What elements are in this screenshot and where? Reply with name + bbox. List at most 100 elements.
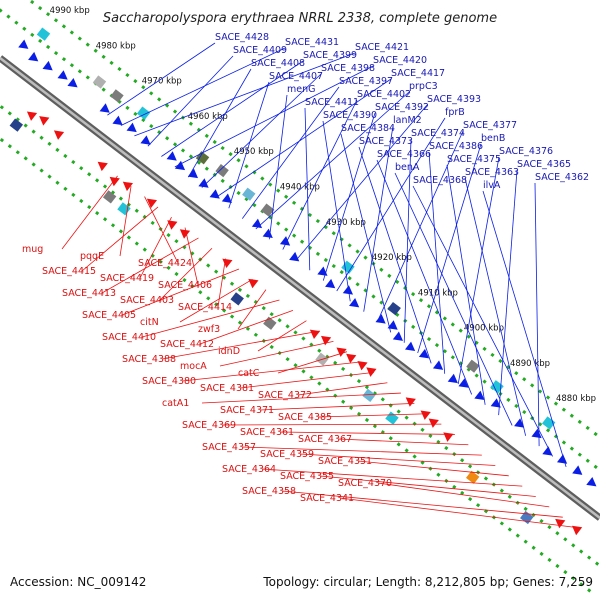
gene-arrow <box>375 314 386 324</box>
gene-block <box>136 106 151 120</box>
label-leader-line <box>363 125 394 312</box>
label-leader-line <box>161 330 320 360</box>
gene-label-bottom: zwf3 <box>198 324 220 335</box>
gene-label-top: SACE_4397 <box>339 76 393 87</box>
gene-label-top: SACE_4363 <box>465 167 519 178</box>
gene-label-bottom: pqqE <box>80 251 104 262</box>
label-leader-line <box>215 78 392 199</box>
label-leader-line <box>241 446 482 456</box>
label-leader-line <box>159 247 213 301</box>
gene-arrow <box>346 353 357 364</box>
gene-label-bottom: SACE_4403 <box>120 295 174 306</box>
gene-arrow <box>342 285 353 295</box>
genome-backbone <box>0 55 600 521</box>
label-leader-line <box>482 190 567 467</box>
gene-label-top: SACE_4368 <box>413 175 467 186</box>
gene-arrow <box>179 229 191 239</box>
gene-arrow <box>42 60 53 71</box>
gene-arrow <box>418 348 430 359</box>
gene-label-bottom: citN <box>140 317 159 328</box>
kbp-ticks: 4990 kbp 4980 kbp 4970 kbp 4960 kbp 4950 kbp… <box>50 6 596 404</box>
label-leader-line <box>184 227 199 286</box>
gene-block <box>117 202 131 216</box>
gene-label-bottom: SACE_4370 <box>338 478 392 489</box>
label-leader-line <box>259 403 415 411</box>
gene-label-top: prpC3 <box>409 81 438 92</box>
gene-label-bottom: SACE_4413 <box>62 288 116 299</box>
gene-label-bottom: SACE_4381 <box>200 383 254 394</box>
gene-label-top: SACE_4366 <box>377 149 431 160</box>
gene-arrow <box>556 454 568 464</box>
gene-block <box>465 470 480 484</box>
label-leader-line <box>337 438 469 446</box>
kbp-tick-label: 4880 kbp <box>556 394 596 404</box>
gene-arrow <box>349 297 360 308</box>
gene-block <box>260 203 275 217</box>
gene-arrow <box>262 228 273 239</box>
gene-arrow <box>514 418 525 428</box>
label-leader-line <box>119 186 132 257</box>
gene-arrow <box>18 39 29 49</box>
gene-arrow <box>321 335 332 346</box>
gene-label-top: benB <box>481 133 505 144</box>
gene-arrow <box>146 198 158 209</box>
gene-arrow <box>289 251 300 262</box>
kbp-tick-label: 4930 kbp <box>326 218 366 228</box>
gene-block <box>387 301 401 316</box>
gene-label-bottom: SACE_4412 <box>160 339 214 350</box>
label-leader-line <box>464 177 527 436</box>
label-leader-line <box>281 490 563 518</box>
gene-arrow <box>392 331 404 341</box>
label-leader-line <box>534 182 540 447</box>
label-leader-line <box>239 371 374 389</box>
label-leader-line <box>339 497 577 528</box>
gene-label-top: SACE_4386 <box>429 141 483 152</box>
gene-label-top: benA <box>395 162 420 173</box>
accession: Accession: NC_009142 <box>10 575 146 589</box>
gene-label-bottom: SACE_4372 <box>258 390 312 401</box>
kbp-tick-label: 4990 kbp <box>50 6 90 16</box>
label-leader-line <box>498 169 518 416</box>
label-leader-line <box>446 164 486 405</box>
gene-block <box>9 118 24 132</box>
gene-label-top: SACE_4409 <box>233 45 287 56</box>
gene-arrow <box>166 151 177 161</box>
gene-label-bottom: SACE_4369 <box>182 420 236 431</box>
gene-arrow <box>67 77 78 88</box>
gene-block <box>36 27 51 41</box>
gene-label-bottom: SACE_4410 <box>102 332 156 343</box>
gene-arrow <box>586 476 597 487</box>
label-leader-line <box>181 361 361 382</box>
gene-arrow <box>432 360 444 370</box>
label-leader-line <box>319 475 536 497</box>
label-leader-line <box>376 159 473 395</box>
gene-label-bottom: SACE_4380 <box>142 376 196 387</box>
gene-label-top: menG <box>287 84 315 95</box>
gene-label-bottom: SACE_4385 <box>278 412 332 423</box>
gene-label-bottom: SACE_4355 <box>280 471 334 482</box>
label-leader-line <box>201 73 322 188</box>
gene-arrow <box>28 51 39 62</box>
kbp-tick-label: 4960 kbp <box>188 112 228 122</box>
kbp-tick-label: 4970 kbp <box>142 77 182 87</box>
gene-arrow <box>357 360 368 371</box>
label-leader-line <box>179 278 253 323</box>
gene-arrow <box>490 398 501 408</box>
gene-label-top: SACE_4362 <box>535 172 589 183</box>
label-leader-line <box>317 413 428 418</box>
gene-label-top: SACE_4377 <box>463 120 517 131</box>
label-leader-line <box>295 104 428 261</box>
label-leader-line <box>261 468 523 487</box>
label-leader-line <box>241 86 340 219</box>
gene-block <box>541 416 556 430</box>
label-leader-line <box>199 309 294 345</box>
gene-arrow <box>387 320 398 330</box>
gene-arrow <box>572 465 583 475</box>
gene-label-top: SACE_4392 <box>375 102 429 113</box>
gene-arrow <box>26 111 38 121</box>
gene-block <box>102 190 117 204</box>
kbp-tick-label: 4890 kbp <box>510 359 550 369</box>
gene-arrow <box>140 135 151 145</box>
